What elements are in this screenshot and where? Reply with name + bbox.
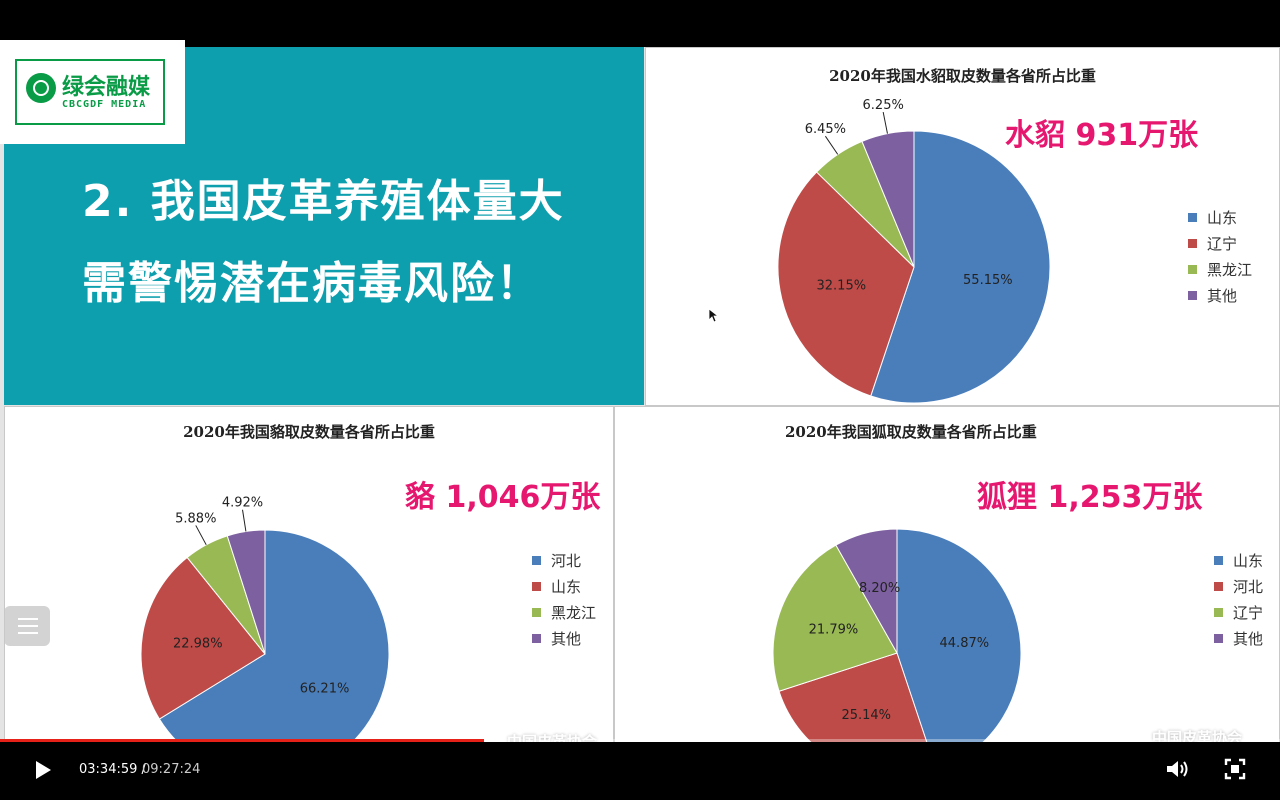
total-label: 水貂 931万张: [1005, 118, 1199, 153]
legend-swatch: [532, 633, 541, 643]
legend-swatch: [532, 555, 541, 565]
player-controls: 03:34:59 / 09:27:24: [0, 742, 1280, 800]
legend-label: 河北: [1233, 577, 1264, 596]
legend-item: 其他: [1214, 625, 1263, 651]
slice-data-label: 6.45%: [805, 122, 846, 137]
legend-swatch: [532, 607, 541, 617]
total-label: 貉 1,046万张: [405, 480, 601, 515]
progress-bar[interactable]: [0, 739, 1280, 742]
progress-bar-fill: [0, 739, 484, 742]
channel-logo: 绿会融媒 CBCGDF MEDIA: [0, 40, 185, 144]
legend-item: 其他: [532, 625, 596, 651]
logo-name: 绿会融媒: [62, 75, 151, 100]
video-frame[interactable]: 2. 我国皮革养殖体量大 需警惕潜在病毒风险！ 2020年我国水貂取皮数量各省所…: [0, 47, 1280, 760]
pie-slice: [778, 652, 934, 760]
legend-swatch: [1214, 581, 1223, 591]
legend-label: 山东: [1233, 551, 1264, 570]
legend-label: 山东: [1207, 208, 1238, 227]
menu-line-icon: [18, 618, 38, 620]
legend-label: 山东: [551, 577, 582, 596]
logo-subtitle: CBCGDF MEDIA: [62, 99, 147, 110]
menu-line-icon: [18, 632, 38, 634]
legend-swatch: [1188, 264, 1197, 274]
legend-label: 其他: [1207, 286, 1238, 305]
legend-item: 黑龙江: [532, 599, 596, 625]
chart-panel-mink: 2020年我国水貂取皮数量各省所占比重 水貂 931万张 55.15% 32.15…: [645, 47, 1280, 406]
legend-item: 山东: [1214, 547, 1263, 573]
chart-legend: 河北 山东 黑龙江 其他: [532, 547, 596, 651]
legend-item: 河北: [532, 547, 596, 573]
legend-label: 辽宁: [1207, 234, 1238, 253]
slice-data-label: 5.88%: [175, 511, 216, 526]
leader-line: [882, 111, 888, 134]
pie-slice: [226, 529, 266, 655]
slice-data-label: 55.15%: [963, 273, 1013, 288]
slice-data-label: 44.87%: [940, 636, 990, 651]
pie-chart-raccoon-dog: 66.21% 22.98% 5.88% 4.92%: [140, 496, 390, 760]
volume-icon[interactable]: [1165, 758, 1191, 780]
pie-slice: [158, 529, 390, 760]
leader-line: [824, 135, 839, 155]
leader-line: [195, 525, 207, 546]
menu-line-icon: [18, 625, 38, 627]
chart-panel-fox: 2020年我国狐取皮数量各省所占比重 狐狸 1,253万张 44.87% 25.1…: [614, 406, 1280, 760]
pie-slice: [870, 130, 1051, 404]
chart-title: 2020年我国水貂取皮数量各省所占比重: [829, 67, 1096, 85]
total-label: 狐狸 1,253万张: [977, 480, 1203, 515]
slice-data-label: 8.20%: [859, 581, 900, 596]
legend-item: 其他: [1188, 282, 1252, 308]
chapters-menu-button[interactable]: [4, 606, 50, 646]
slice-data-label: 4.92%: [222, 496, 263, 511]
slice-data-label: 22.98%: [173, 636, 223, 651]
legend-item: 河北: [1214, 573, 1263, 599]
chart-legend: 山东 河北 辽宁 其他: [1214, 547, 1263, 651]
chart-title: 2020年我国狐取皮数量各省所占比重: [785, 423, 1037, 441]
legend-label: 辽宁: [1233, 603, 1264, 622]
chart-title: 2020年我国貉取皮数量各省所占比重: [183, 423, 435, 441]
legend-item: 辽宁: [1188, 230, 1252, 256]
legend-swatch: [1188, 212, 1197, 222]
mouse-cursor-icon: [709, 309, 719, 323]
legend-item: 山东: [1188, 204, 1252, 230]
pie-slice: [777, 171, 915, 397]
chart-legend: 山东 辽宁 黑龙江 其他: [1188, 204, 1252, 308]
pie-chart-mink: 55.15% 32.15% 6.45% 6.25%: [777, 98, 1051, 404]
legend-swatch: [1214, 555, 1223, 565]
fullscreen-icon[interactable]: [1224, 758, 1246, 780]
legend-label: 黑龙江: [551, 603, 597, 622]
legend-swatch: [1188, 290, 1197, 300]
legend-swatch: [1214, 633, 1223, 643]
legend-swatch: [532, 581, 541, 591]
slice-data-label: 25.14%: [841, 708, 891, 723]
legend-item: 辽宁: [1214, 599, 1263, 625]
pie-slice: [772, 544, 898, 692]
legend-label: 其他: [551, 629, 582, 648]
slice-data-label: 32.15%: [817, 279, 867, 294]
slice-data-label: 66.21%: [300, 681, 350, 696]
slice-data-label: 6.25%: [863, 98, 904, 113]
video-top-letterbox: [0, 0, 1280, 47]
headline-line-1: 2. 我国皮革养殖体量大: [82, 176, 565, 227]
logo-emblem-icon: [26, 73, 56, 103]
current-time: 03:34:59 /: [79, 762, 146, 777]
pie-chart-fox: 44.87% 25.14% 21.79% 8.20%: [772, 528, 1022, 760]
legend-label: 黑龙江: [1207, 260, 1253, 279]
headline-line-2: 需警惕潜在病毒风险！: [82, 258, 542, 309]
legend-item: 山东: [532, 573, 596, 599]
duration: 09:27:24: [142, 762, 201, 777]
legend-swatch: [1214, 607, 1223, 617]
pie-slice: [140, 556, 266, 720]
legend-label: 其他: [1233, 629, 1264, 648]
legend-item: 黑龙江: [1188, 256, 1252, 282]
legend-label: 河北: [551, 551, 582, 570]
pie-slice: [835, 528, 898, 655]
legend-swatch: [1188, 238, 1197, 248]
play-icon[interactable]: [36, 761, 51, 779]
chart-panel-raccoon-dog: 2020年我国貉取皮数量各省所占比重 貉 1,046万张 66.21% 22.98…: [4, 406, 614, 760]
slice-data-label: 21.79%: [809, 622, 859, 637]
leader-line: [242, 509, 247, 532]
